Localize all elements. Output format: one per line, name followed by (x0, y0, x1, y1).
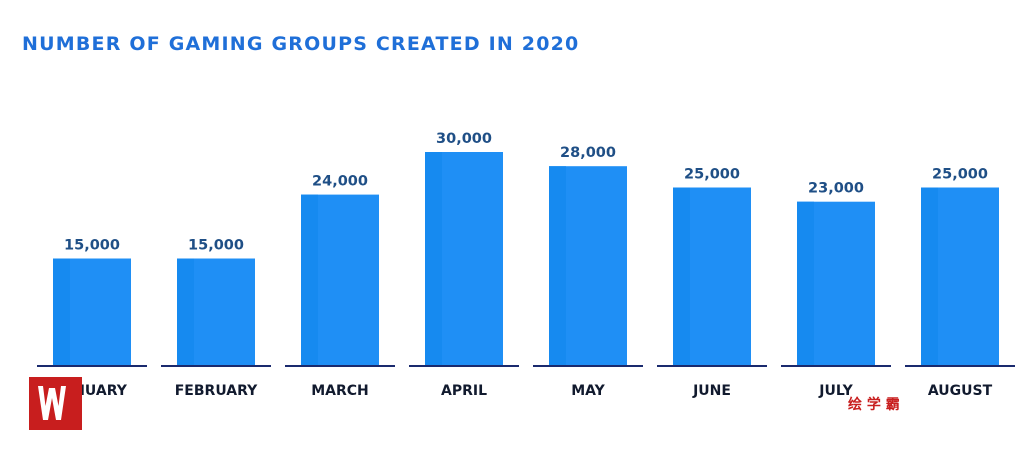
value-label: 25,000 (932, 167, 988, 183)
value-label: 30,000 (436, 131, 492, 147)
bars-layer (53, 152, 999, 365)
bar-shade-january (53, 258, 70, 365)
category-label: APRIL (441, 383, 487, 399)
bar-shade-february (177, 258, 194, 365)
category-label: AUGUST (928, 383, 993, 399)
bar-shade-april (425, 152, 442, 365)
category-label: JULY (818, 383, 853, 399)
value-label: 28,000 (560, 145, 616, 161)
bar-shade-june (673, 187, 690, 365)
value-labels-layer: 15,000 15,000 24,000 30,000 28,000 25,000 23,0… (64, 131, 988, 254)
value-label: 15,000 (188, 238, 244, 254)
watermark-logo-icon (29, 377, 82, 430)
bar-shade-march (301, 194, 318, 365)
chart-title: NUMBER OF GAMING GROUPS CREATED IN 2020 (22, 33, 579, 55)
value-label: 24,000 (312, 174, 368, 190)
bar-shade-july (797, 201, 814, 365)
category-label: MAY (571, 383, 605, 399)
watermark-text: 绘 学 霸 (848, 396, 900, 413)
bar-shade-august (921, 187, 938, 365)
value-label: 23,000 (808, 181, 864, 197)
category-label: FEBRUARY (175, 383, 258, 399)
category-label: MARCH (311, 383, 369, 399)
bar-shade-may (549, 166, 566, 365)
category-label: JUNE (692, 383, 731, 399)
value-label: 15,000 (64, 238, 120, 254)
value-label: 25,000 (684, 167, 740, 183)
